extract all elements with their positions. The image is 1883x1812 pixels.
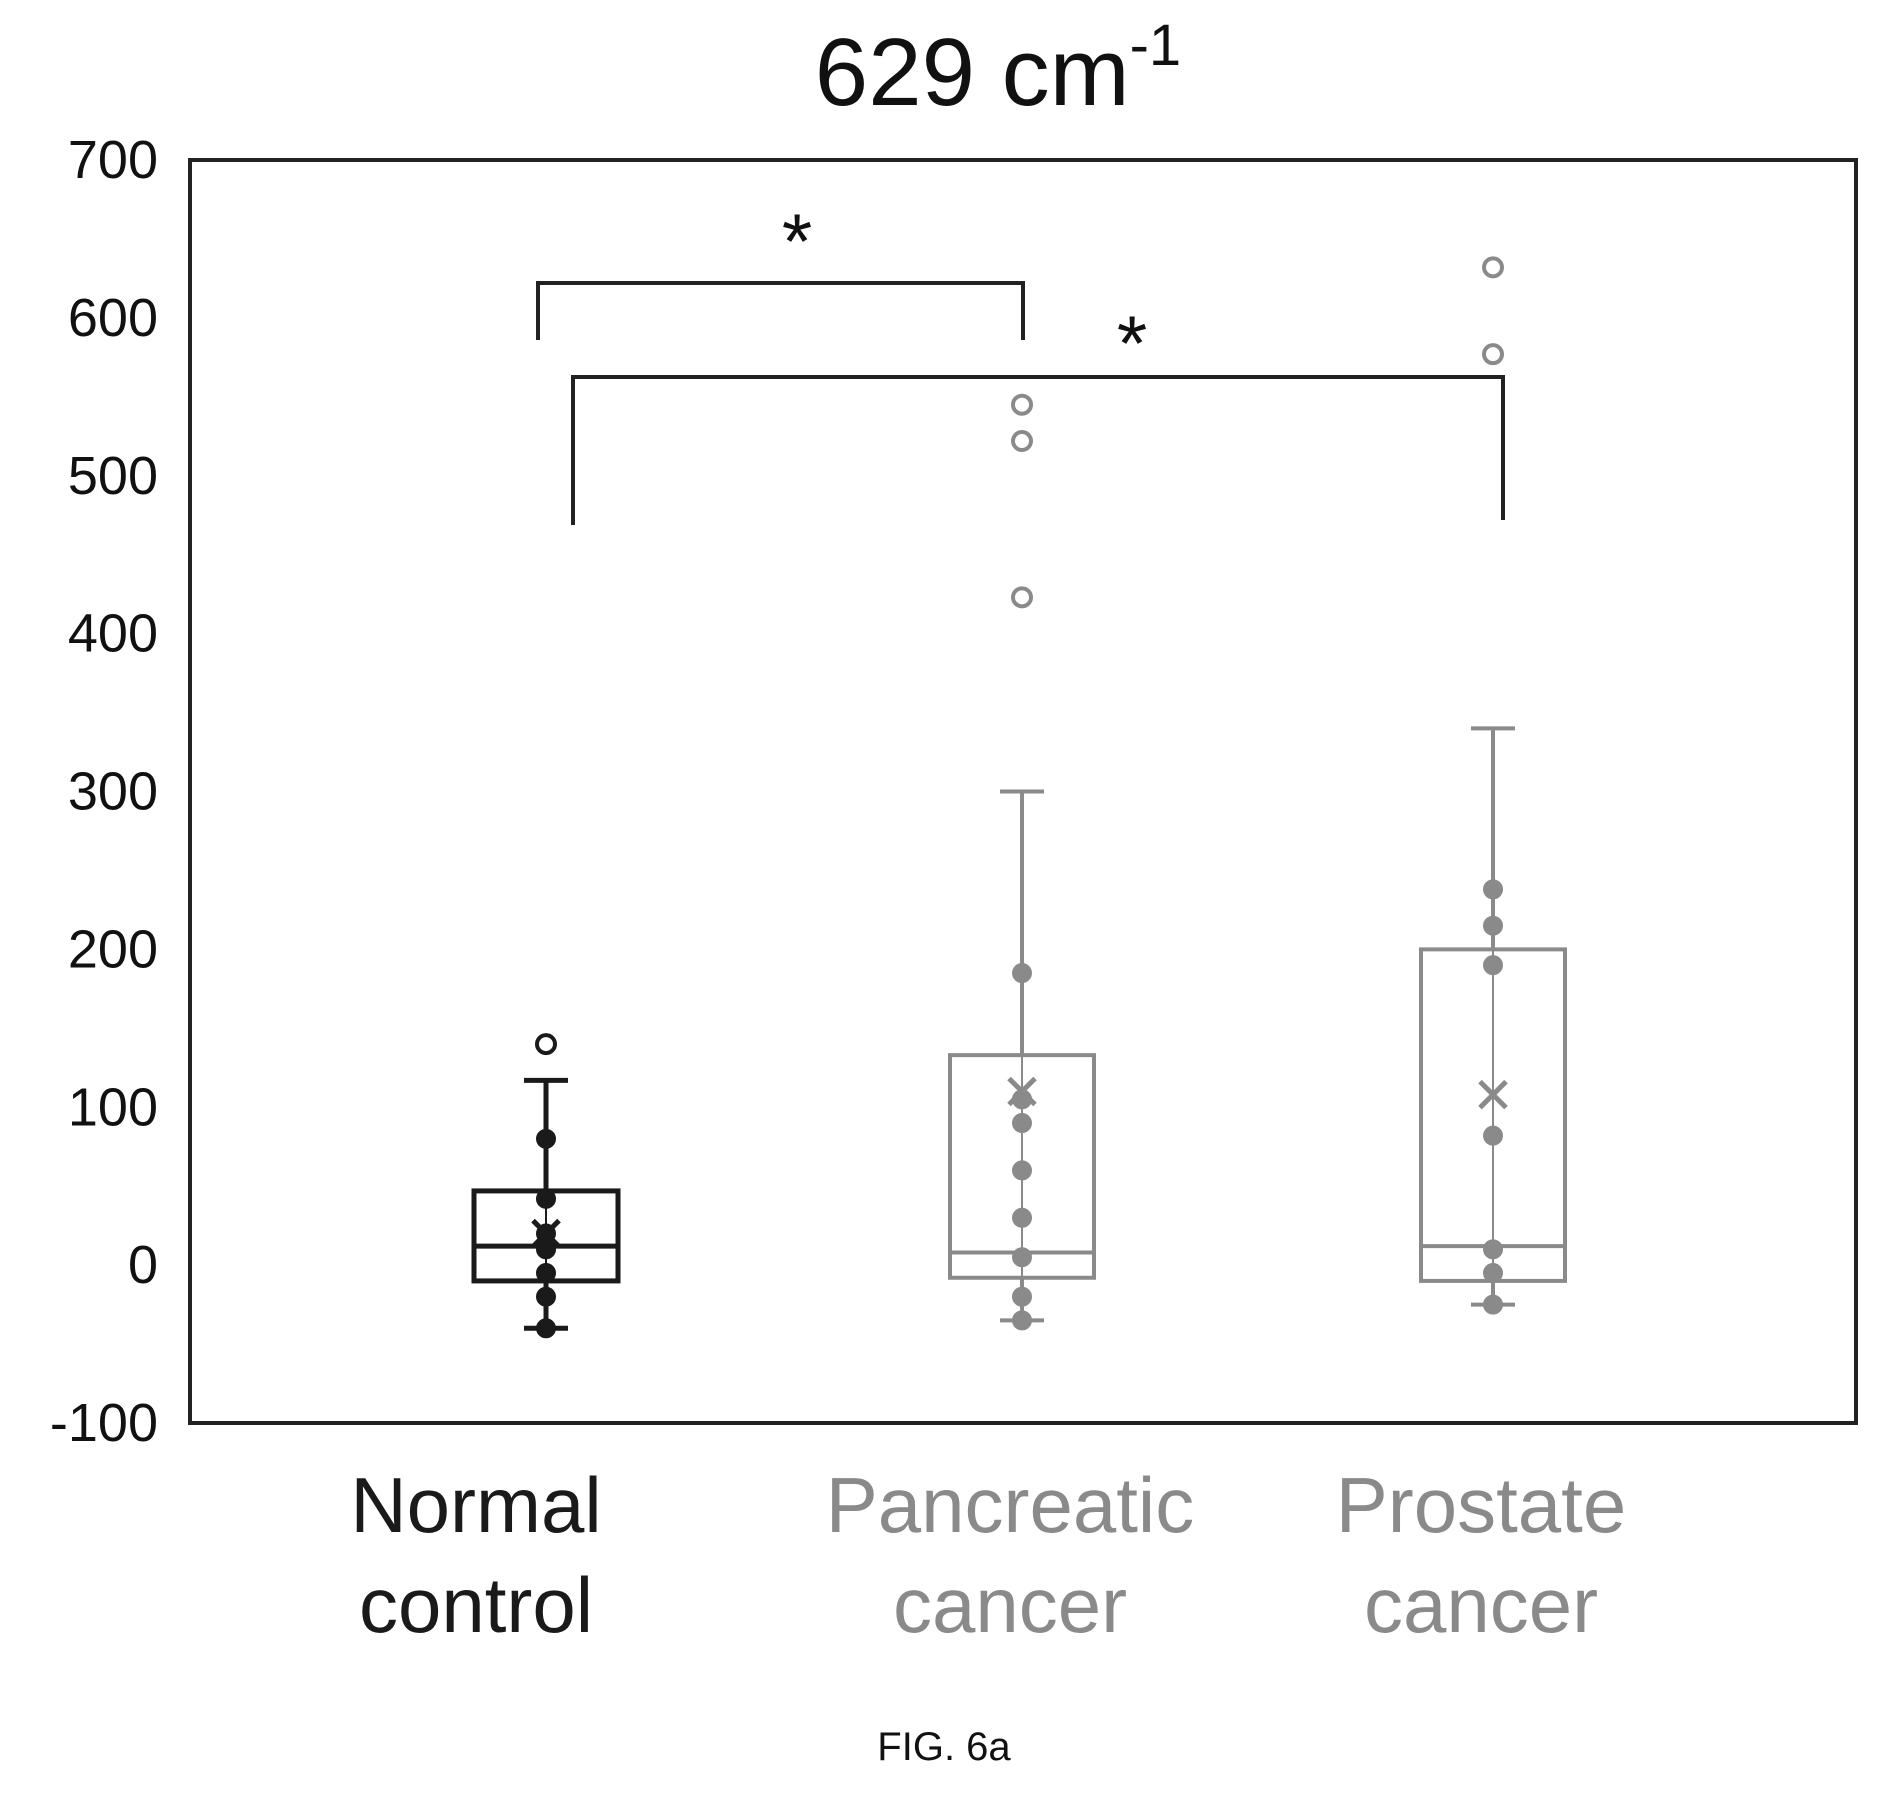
plot-frame — [188, 158, 1858, 1425]
chart-title-superscript: -1 — [1130, 13, 1182, 78]
chart-title: 629 cm-1 — [815, 13, 1181, 126]
significance-marker: * — [1117, 299, 1147, 387]
category-label: cancer — [893, 1561, 1127, 1649]
outlier-point — [1482, 343, 1504, 366]
category-label: Prostate — [1336, 1461, 1626, 1549]
data-point — [1483, 1294, 1503, 1315]
category-label: control — [359, 1561, 593, 1649]
significance-bracket — [571, 375, 1505, 525]
y-tick-label: 700 — [68, 130, 158, 190]
chart-title-main: 629 cm — [815, 19, 1130, 126]
mean-marker — [1478, 1079, 1508, 1110]
data-point — [1483, 1263, 1503, 1284]
data-point — [1483, 955, 1503, 976]
data-point — [1012, 1160, 1032, 1181]
y-tick-label: 100 — [68, 1077, 158, 1137]
data-point — [536, 1128, 556, 1149]
data-point — [1012, 1247, 1032, 1268]
data-point — [536, 1318, 556, 1339]
data-point — [536, 1263, 556, 1284]
outlier-point — [1011, 586, 1033, 609]
mean-marker — [1007, 1076, 1037, 1107]
plot-area: 700 600 500 400 300 200 100 0 -100 Normal control P… — [50, 130, 1858, 1649]
y-tick-label: 200 — [68, 919, 158, 979]
significance-marker: * — [782, 197, 812, 285]
data-point — [1012, 963, 1032, 984]
outlier-point — [1482, 256, 1504, 279]
outlier-point — [1011, 393, 1033, 416]
data-point — [1012, 1286, 1032, 1307]
data-point — [1012, 1310, 1032, 1331]
mean-marker — [531, 1218, 561, 1249]
category-label: Pancreatic — [826, 1461, 1195, 1549]
data-point — [1012, 1113, 1032, 1134]
data-point — [1483, 915, 1503, 936]
outlier-point — [1011, 430, 1033, 453]
figure-caption: FIG. 6a — [877, 1725, 1011, 1769]
data-point — [536, 1188, 556, 1209]
y-tick-label: 400 — [68, 604, 158, 664]
data-point — [1483, 1239, 1503, 1260]
data-point — [536, 1286, 556, 1307]
category-label: Normal — [350, 1461, 601, 1549]
data-point — [1483, 879, 1503, 900]
data-point — [1012, 1207, 1032, 1228]
y-tick-label: 0 — [128, 1235, 158, 1295]
y-tick-label: 500 — [68, 446, 158, 506]
outlier-point — [535, 1033, 557, 1056]
data-point — [1483, 1125, 1503, 1146]
y-tick-label: -100 — [50, 1393, 158, 1453]
y-tick-label: 600 — [68, 288, 158, 348]
y-tick-label: 300 — [68, 762, 158, 822]
category-label: cancer — [1364, 1561, 1598, 1649]
significance-bracket — [536, 281, 1025, 340]
